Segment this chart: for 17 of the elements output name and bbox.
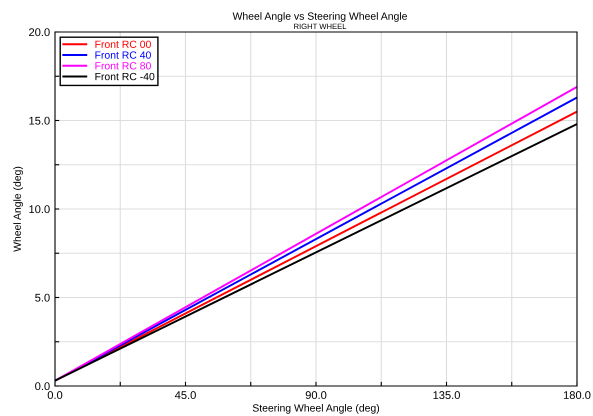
chart-title: Wheel Angle vs Steering Wheel Angle: [232, 12, 407, 22]
x-axis-title: Steering Wheel Angle (deg): [252, 404, 380, 414]
x-tick-label: 45.0: [174, 391, 196, 400]
legend-label: Front RC 80: [95, 62, 151, 70]
legend-label: Front RC 00: [95, 40, 151, 48]
legend-label: Front RC 40: [95, 51, 151, 59]
x-tick-label: 180.0: [564, 391, 590, 400]
x-tick-label: 90.0: [306, 391, 326, 400]
x-tick-label: 135.0: [433, 391, 460, 400]
y-tick-label: 5.0: [35, 294, 50, 302]
y-tick-label: 0.0: [35, 382, 50, 390]
x-tick-label: 0.0: [48, 391, 62, 400]
legend-label: Front RC -40: [95, 72, 154, 80]
y-tick-label: 20.0: [29, 28, 50, 36]
y-axis-title: Wheel Angle (deg): [13, 166, 23, 252]
y-tick-label: 10.0: [29, 205, 50, 214]
y-tick-label: 15.0: [29, 116, 50, 125]
